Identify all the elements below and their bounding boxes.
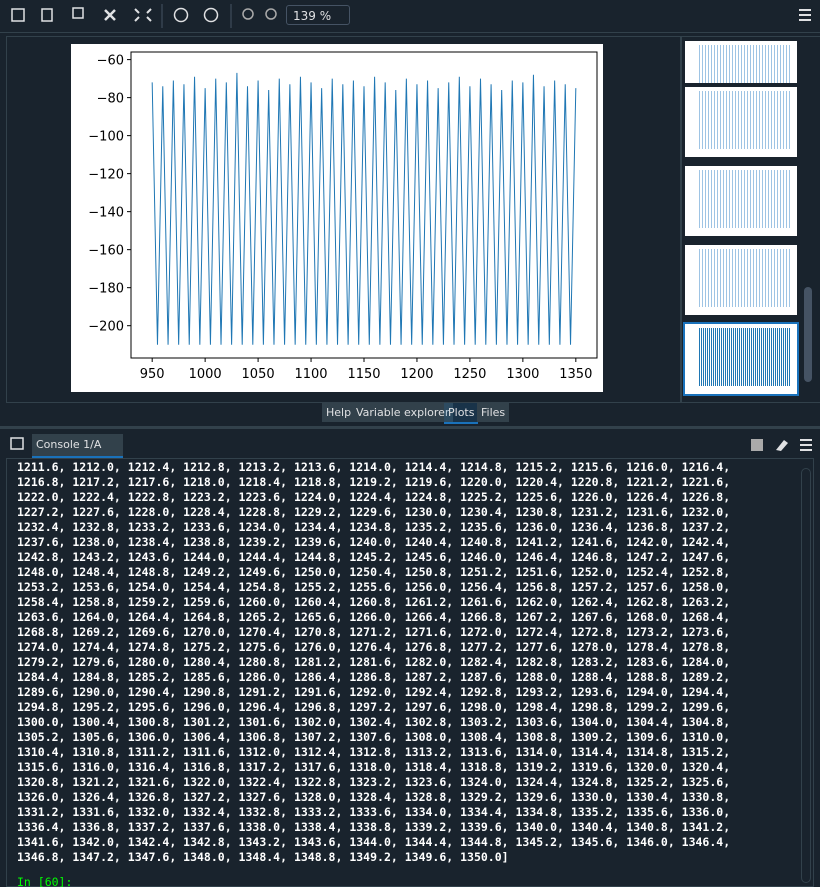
- zoom-field[interactable]: 139 %: [286, 5, 350, 25]
- y-tick-label: −100: [88, 130, 124, 145]
- console-line: 1341.6, 1342.0, 1342.4, 1342.8, 1343.2, …: [17, 835, 731, 849]
- x-tick-label: 1000: [189, 367, 222, 382]
- console-line: 1300.0, 1300.4, 1300.8, 1301.2, 1301.6, …: [17, 715, 731, 729]
- x-tick-label: 1250: [453, 367, 486, 382]
- previous-icon[interactable]: [173, 7, 189, 23]
- copy-icon[interactable]: [72, 7, 84, 19]
- y-tick-label: −200: [88, 320, 124, 335]
- zoom-out-icon[interactable]: [242, 8, 254, 20]
- y-tick-label: −60: [97, 54, 124, 69]
- x-tick-label: 1150: [347, 367, 380, 382]
- console-line: 1268.8, 1269.2, 1269.6, 1270.0, 1270.4, …: [17, 625, 731, 639]
- axes-frame: [130, 51, 598, 359]
- console-prompt: In [60]:: [17, 875, 73, 887]
- y-tick-label: −120: [88, 168, 124, 183]
- console-toolbar: [751, 439, 812, 451]
- console-line: 1305.2, 1305.6, 1306.0, 1306.4, 1306.8, …: [17, 730, 731, 744]
- console-line: 1248.0, 1248.4, 1248.8, 1249.2, 1249.6, …: [17, 565, 731, 579]
- pane-tab[interactable]: Variable explorer: [352, 403, 454, 422]
- clear-icon[interactable]: [776, 440, 788, 451]
- console-output: 1211.6, 1212.0, 1212.4, 1212.8, 1213.2, …: [10, 460, 800, 887]
- remove-all-icon[interactable]: [134, 8, 152, 22]
- save-all-icon[interactable]: [41, 8, 53, 22]
- x-tick-label: 1300: [506, 367, 539, 382]
- console-line: 1232.4, 1232.8, 1233.2, 1233.6, 1234.0, …: [17, 520, 731, 534]
- console-line: 1284.4, 1284.8, 1285.2, 1285.6, 1286.0, …: [17, 670, 731, 684]
- console-line: 1336.4, 1336.8, 1337.2, 1337.6, 1338.0, …: [17, 820, 731, 834]
- x-tick-label: 950: [140, 367, 165, 382]
- menu-icon[interactable]: [800, 439, 812, 451]
- y-tick-label: −140: [88, 206, 124, 221]
- y-tick-label: −80: [97, 92, 124, 107]
- console-line: 1310.4, 1310.8, 1311.2, 1311.6, 1312.0, …: [17, 745, 731, 759]
- console-line: 1227.2, 1227.6, 1228.0, 1228.4, 1228.8, …: [17, 505, 731, 519]
- toolbar-icons: [11, 4, 277, 28]
- pane-tab[interactable]: Help: [322, 403, 356, 422]
- console-line: 1279.2, 1279.6, 1280.0, 1280.4, 1280.8, …: [17, 655, 731, 669]
- console-tab[interactable]: Console 1/A: [32, 434, 124, 458]
- console-line: 1253.2, 1253.6, 1254.0, 1254.4, 1254.8, …: [17, 580, 731, 594]
- console-line: 1237.6, 1238.0, 1238.4, 1238.8, 1239.2, …: [17, 535, 731, 549]
- scrollbar[interactable]: [804, 287, 812, 382]
- x-tick-label: 1350: [559, 367, 592, 382]
- thumbnail[interactable]: [685, 87, 797, 157]
- console-line: 1346.8, 1347.2, 1347.6, 1348.0, 1348.4, …: [17, 850, 509, 864]
- console-line: 1258.4, 1258.8, 1259.2, 1259.6, 1260.0, …: [17, 595, 731, 609]
- console-line: 1242.8, 1243.2, 1243.6, 1244.0, 1244.4, …: [17, 550, 731, 564]
- toolbar: 139 %: [0, 0, 820, 33]
- console-line: 1315.6, 1316.0, 1316.4, 1316.8, 1317.2, …: [17, 760, 731, 774]
- remove-icon[interactable]: [104, 9, 116, 21]
- x-tick-label: 1050: [242, 367, 275, 382]
- console-line: 1211.6, 1212.0, 1212.4, 1212.8, 1213.2, …: [17, 460, 731, 474]
- thumbnail[interactable]: [685, 166, 797, 236]
- console-line: 1274.0, 1274.4, 1274.8, 1275.2, 1275.6, …: [17, 640, 731, 654]
- console-line: 1331.2, 1331.6, 1332.0, 1332.4, 1332.8, …: [17, 805, 731, 819]
- console-line: 1326.0, 1326.4, 1326.8, 1327.2, 1327.6, …: [17, 790, 731, 804]
- console-line: 1222.0, 1222.4, 1222.8, 1223.2, 1223.6, …: [17, 490, 731, 504]
- console-line: 1320.8, 1321.2, 1321.6, 1322.0, 1322.4, …: [17, 775, 731, 789]
- thumbnail[interactable]: [685, 41, 797, 83]
- zoom-in-icon[interactable]: [265, 8, 277, 20]
- next-icon[interactable]: [203, 7, 219, 23]
- console-scrollbar[interactable]: [801, 468, 811, 883]
- pane-tab[interactable]: Plots: [444, 403, 479, 424]
- console-line: 1263.6, 1264.0, 1264.4, 1264.8, 1265.2, …: [17, 610, 731, 624]
- splitter: [0, 426, 820, 429]
- x-tick-label: 1200: [400, 367, 433, 382]
- chart: −60 −80 −100 −120 −140 −160 −180 −200 950 1000 105…: [88, 51, 598, 382]
- plot-figure: −60 −80 −100 −120 −140 −160 −180 −200 950 1000 105…: [71, 44, 603, 392]
- data-line: [151, 72, 577, 345]
- y-tick-label: −180: [88, 282, 124, 297]
- console-line: 1289.6, 1290.0, 1290.4, 1290.8, 1291.2, …: [17, 685, 731, 699]
- menu-icon[interactable]: [798, 8, 812, 22]
- thumbnail[interactable]: [685, 245, 797, 315]
- stop-icon[interactable]: [751, 439, 763, 451]
- console-line: 1294.8, 1295.2, 1295.6, 1296.0, 1296.4, …: [17, 700, 731, 714]
- console-icon: [10, 437, 24, 450]
- console-line: 1216.8, 1217.2, 1217.6, 1218.0, 1218.4, …: [17, 475, 731, 489]
- thumbnail-list: [681, 36, 820, 403]
- save-icon[interactable]: [11, 8, 25, 22]
- x-tick-label: 1100: [294, 367, 327, 382]
- pane-tab[interactable]: Files: [477, 403, 510, 422]
- y-tick-label: −160: [88, 244, 124, 259]
- thumbnail-selected[interactable]: [683, 322, 799, 396]
